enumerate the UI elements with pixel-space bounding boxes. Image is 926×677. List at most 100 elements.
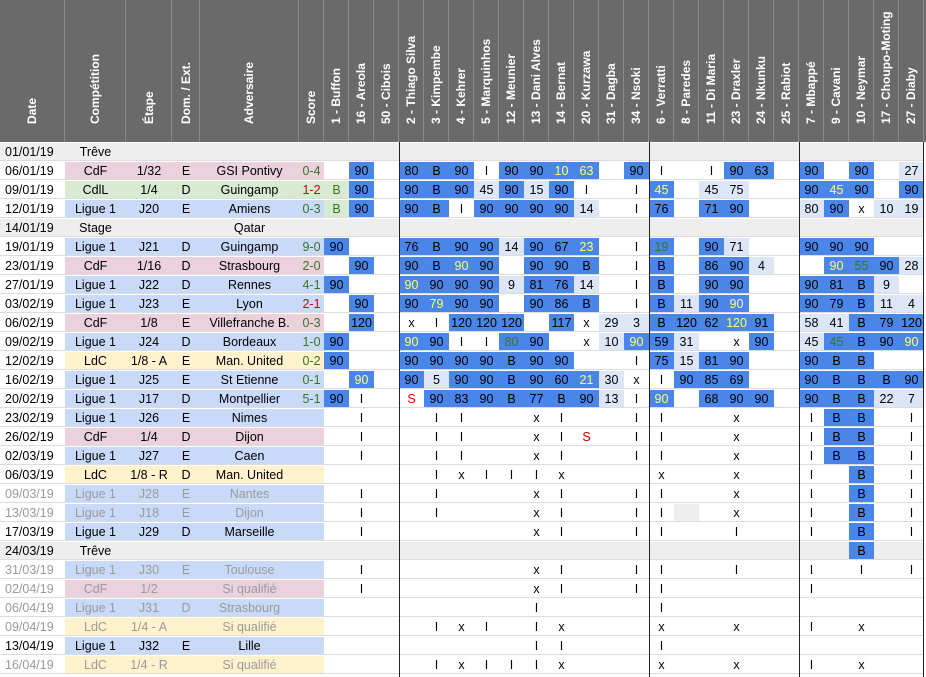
player-cell[interactable] [674, 542, 699, 560]
score-cell[interactable] [299, 618, 324, 636]
player-cell[interactable]: 90 [799, 352, 824, 370]
player-cell[interactable]: I [499, 466, 524, 484]
player-cell[interactable] [874, 162, 899, 180]
player-cell[interactable] [674, 656, 699, 674]
player-cell[interactable]: I [349, 580, 374, 598]
player-cell[interactable]: 14 [574, 200, 599, 218]
player-cell[interactable] [899, 219, 924, 237]
player-cell[interactable] [774, 238, 799, 256]
player-cell[interactable]: I [474, 656, 499, 674]
player-cell[interactable] [324, 447, 349, 465]
player-cell[interactable] [324, 580, 349, 598]
player-cell[interactable]: 90 [399, 371, 424, 389]
player-cell[interactable] [349, 618, 374, 636]
player-cell[interactable]: 90 [399, 352, 424, 370]
player-cell[interactable]: I [799, 523, 824, 541]
player-cell[interactable] [874, 238, 899, 256]
player-cell[interactable] [599, 143, 624, 161]
competition-cell[interactable]: LdC [65, 656, 126, 674]
player-cell[interactable] [599, 637, 624, 655]
player-cell[interactable]: x [724, 485, 749, 503]
player-cell[interactable]: I [524, 466, 549, 484]
player-cell[interactable] [424, 599, 449, 617]
home-away-cell[interactable]: E [172, 637, 200, 655]
player-cell[interactable] [599, 409, 624, 427]
competition-cell[interactable]: Ligue 1 [65, 599, 126, 617]
player-cell[interactable]: 41 [824, 314, 849, 332]
player-cell[interactable] [449, 485, 474, 503]
column-header[interactable]: 6 - Verratti [649, 0, 674, 142]
player-cell[interactable] [399, 561, 424, 579]
player-cell[interactable]: 91 [749, 314, 774, 332]
score-cell[interactable] [299, 599, 324, 617]
competition-cell[interactable]: CdF [65, 257, 126, 275]
stage-cell[interactable]: J18 [126, 504, 172, 522]
player-cell[interactable] [599, 504, 624, 522]
player-cell[interactable]: 90 [449, 276, 474, 294]
player-cell[interactable] [799, 637, 824, 655]
player-cell[interactable]: 90 [524, 257, 549, 275]
player-cell[interactable] [674, 162, 699, 180]
player-cell[interactable] [599, 428, 624, 446]
player-cell[interactable] [624, 542, 649, 560]
player-cell[interactable] [599, 219, 624, 237]
player-cell[interactable]: 90 [724, 162, 749, 180]
stage-cell[interactable]: J32 [126, 637, 172, 655]
player-cell[interactable] [374, 257, 399, 275]
opponent-cell[interactable]: Montpellier [200, 390, 299, 408]
date-cell[interactable]: 06/03/19 [0, 466, 65, 484]
player-cell[interactable]: 77 [524, 390, 549, 408]
player-cell[interactable] [399, 504, 424, 522]
player-cell[interactable] [899, 352, 924, 370]
score-cell[interactable]: 0-1 [299, 371, 324, 389]
player-cell[interactable]: 90 [399, 257, 424, 275]
player-cell[interactable]: 21 [574, 371, 599, 389]
player-cell[interactable] [599, 295, 624, 313]
player-cell[interactable]: B [649, 314, 674, 332]
player-cell[interactable] [374, 542, 399, 560]
player-cell[interactable] [674, 637, 699, 655]
player-cell[interactable] [799, 257, 824, 275]
player-cell[interactable] [899, 238, 924, 256]
player-cell[interactable]: I [649, 637, 674, 655]
player-cell[interactable]: 90 [899, 333, 924, 351]
player-cell[interactable]: 90 [324, 333, 349, 351]
player-cell[interactable] [324, 656, 349, 674]
player-cell[interactable] [774, 162, 799, 180]
player-cell[interactable] [374, 656, 399, 674]
player-cell[interactable]: B [849, 542, 874, 560]
player-cell[interactable]: I [799, 409, 824, 427]
score-cell[interactable] [299, 656, 324, 674]
player-cell[interactable]: 90 [324, 276, 349, 294]
player-cell[interactable]: x [549, 618, 574, 636]
player-cell[interactable]: I [349, 428, 374, 446]
player-cell[interactable]: 90 [549, 181, 574, 199]
column-header[interactable]: 9 - Cavani [824, 0, 849, 142]
player-cell[interactable] [374, 580, 399, 598]
competition-cell[interactable]: Ligue 1 [65, 447, 126, 465]
date-cell[interactable]: 09/04/19 [0, 618, 65, 636]
player-cell[interactable] [324, 314, 349, 332]
column-header[interactable]: 50 - Cibois [374, 0, 399, 142]
player-cell[interactable]: 90 [424, 276, 449, 294]
date-cell[interactable]: 16/04/19 [0, 656, 65, 674]
player-cell[interactable] [824, 542, 849, 560]
player-cell[interactable]: 90 [524, 371, 549, 389]
player-cell[interactable] [374, 333, 399, 351]
player-cell[interactable] [474, 143, 499, 161]
player-cell[interactable] [599, 238, 624, 256]
player-cell[interactable]: 90 [349, 257, 374, 275]
player-cell[interactable]: I [624, 485, 649, 503]
player-cell[interactable] [374, 447, 399, 465]
player-cell[interactable]: 90 [449, 181, 474, 199]
player-cell[interactable] [749, 637, 774, 655]
player-cell[interactable]: 90 [474, 257, 499, 275]
stage-cell[interactable]: 1/4 - R [126, 656, 172, 674]
player-cell[interactable]: x [524, 485, 549, 503]
player-cell[interactable]: 45 [799, 333, 824, 351]
player-cell[interactable]: 90 [649, 390, 674, 408]
column-header[interactable]: 17 - Choupo-Moting [874, 0, 899, 142]
player-cell[interactable]: 120 [724, 314, 749, 332]
player-cell[interactable] [699, 656, 724, 674]
score-cell[interactable]: 1-2 [299, 181, 324, 199]
